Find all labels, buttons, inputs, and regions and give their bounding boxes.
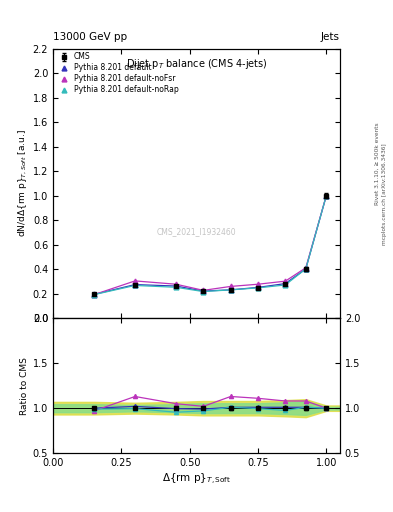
Pythia 8.201 default-noFsr — [201, 287, 206, 293]
Pythia 8.201 default-noRap — [324, 193, 329, 199]
Pythia 8.201 default-noRap — [201, 288, 206, 294]
Pythia 8.201 default-noFsr — [133, 278, 138, 284]
Text: mcplots.cern.ch [arXiv:1306.3436]: mcplots.cern.ch [arXiv:1306.3436] — [382, 144, 387, 245]
Pythia 8.201 default — [201, 288, 206, 294]
Pythia 8.201 default-noFsr — [92, 291, 96, 297]
Pythia 8.201 default-noFsr — [324, 193, 329, 199]
X-axis label: Δ{rm p}$_{T,\mathrm{Soft}}$: Δ{rm p}$_{T,\mathrm{Soft}}$ — [162, 472, 231, 487]
Text: 13000 GeV pp: 13000 GeV pp — [53, 32, 127, 42]
Line: Pythia 8.201 default-noFsr: Pythia 8.201 default-noFsr — [92, 194, 329, 297]
Text: CMS_2021_I1932460: CMS_2021_I1932460 — [157, 227, 236, 237]
Pythia 8.201 default-noRap — [303, 266, 308, 272]
Text: Jets: Jets — [321, 32, 340, 42]
Pythia 8.201 default — [92, 291, 96, 297]
Y-axis label: dN/dΔ{rm p}$_{T,Soft}$ [a.u.]: dN/dΔ{rm p}$_{T,Soft}$ [a.u.] — [16, 130, 29, 238]
Pythia 8.201 default-noFsr — [174, 281, 178, 287]
Pythia 8.201 default-noRap — [92, 291, 96, 297]
Pythia 8.201 default-noRap — [255, 285, 260, 291]
Pythia 8.201 default-noRap — [283, 282, 288, 288]
Pythia 8.201 default-noFsr — [228, 283, 233, 289]
Pythia 8.201 default-noRap — [133, 283, 138, 289]
Pythia 8.201 default — [255, 284, 260, 290]
Pythia 8.201 default-noFsr — [255, 281, 260, 287]
Pythia 8.201 default — [228, 287, 233, 293]
Pythia 8.201 default-noRap — [228, 287, 233, 293]
Pythia 8.201 default-noFsr — [283, 278, 288, 284]
Pythia 8.201 default — [174, 283, 178, 289]
Legend: CMS, Pythia 8.201 default, Pythia 8.201 default-noFsr, Pythia 8.201 default-noRa: CMS, Pythia 8.201 default, Pythia 8.201 … — [55, 51, 180, 96]
Line: Pythia 8.201 default-noRap: Pythia 8.201 default-noRap — [92, 194, 329, 297]
Pythia 8.201 default — [324, 193, 329, 199]
Line: Pythia 8.201 default: Pythia 8.201 default — [92, 194, 329, 297]
Pythia 8.201 default-noRap — [174, 284, 178, 290]
Pythia 8.201 default — [133, 282, 138, 288]
Text: Rivet 3.1.10, ≥ 500k events: Rivet 3.1.10, ≥ 500k events — [375, 122, 380, 205]
Y-axis label: Ratio to CMS: Ratio to CMS — [20, 357, 29, 415]
Text: Dijet p$_T$ balance (CMS 4-jets): Dijet p$_T$ balance (CMS 4-jets) — [126, 57, 267, 71]
Pythia 8.201 default — [303, 266, 308, 272]
Pythia 8.201 default — [283, 281, 288, 287]
Pythia 8.201 default-noFsr — [303, 265, 308, 271]
